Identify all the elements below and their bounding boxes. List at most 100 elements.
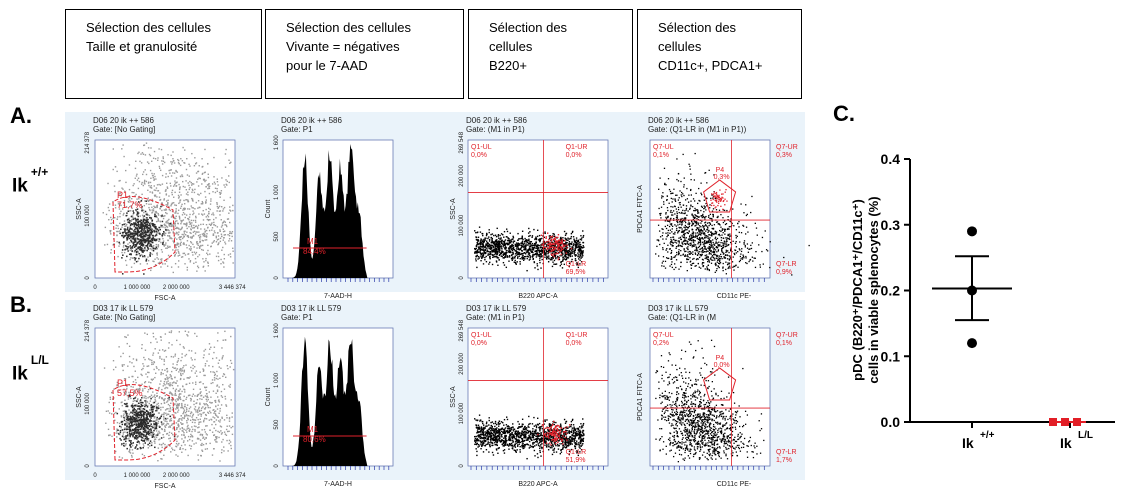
event-dot: [154, 194, 157, 196]
event-dot-dense: [161, 243, 164, 245]
event-dot-dense: [161, 234, 163, 237]
event-dot: [112, 360, 115, 362]
event-dot: [508, 248, 510, 250]
event-dot: [217, 420, 220, 422]
event-dot: [554, 244, 556, 247]
event-dot: [153, 179, 155, 181]
event-dot: [203, 261, 205, 263]
event-dot: [572, 243, 575, 245]
event-dot-dense: [159, 228, 161, 231]
event-dot-dense: [149, 255, 151, 257]
y-tick-label: 0: [274, 276, 280, 280]
event-dot: [726, 254, 728, 256]
gate-name: P1: [117, 190, 128, 200]
event-dot: [159, 220, 162, 223]
event-dot: [704, 235, 706, 237]
event-dot: [483, 238, 485, 241]
event-dot: [683, 231, 685, 233]
event-dot: [157, 214, 160, 216]
event-dot: [216, 190, 219, 192]
event-dot: [491, 237, 494, 240]
event-dot: [180, 236, 182, 238]
event-dot: [677, 245, 679, 247]
event-dot: [179, 186, 181, 188]
event-dot: [197, 193, 199, 195]
event-dot: [226, 180, 228, 183]
event-dot: [510, 248, 513, 250]
event-dot: [566, 239, 568, 241]
event-dot: [217, 232, 219, 234]
event-dot: [108, 218, 110, 221]
event-dot: [534, 244, 536, 247]
event-dot: [759, 266, 762, 268]
event-dot: [146, 212, 148, 215]
event-dot-dense: [161, 215, 163, 217]
event-dot: [700, 267, 702, 269]
event-dot: [708, 230, 710, 232]
event-dot: [222, 208, 225, 210]
event-dot: [179, 378, 182, 381]
event-dot: [153, 185, 155, 187]
event-dot: [172, 271, 174, 274]
event-dot: [703, 227, 705, 230]
event-dot: [742, 255, 745, 258]
event-dot: [126, 385, 128, 388]
event-dot: [218, 436, 220, 439]
event-dot: [155, 189, 157, 192]
event-dot: [507, 237, 509, 239]
event-dot-sparse: [667, 215, 669, 218]
event-dot: [221, 449, 223, 451]
event-dot: [133, 390, 135, 393]
event-dot: [166, 226, 169, 228]
event-dot-gated: [720, 199, 722, 201]
event-dot-gated: [546, 248, 548, 251]
event-dot: [685, 237, 687, 239]
event-dot: [180, 194, 182, 196]
event-dot: [170, 154, 172, 157]
event-dot: [164, 244, 167, 246]
event-dot: [208, 207, 210, 210]
event-dot: [194, 233, 197, 235]
event-dot: [555, 246, 558, 248]
header-line: Sélection des cellules: [86, 20, 212, 35]
event-dot: [523, 252, 525, 254]
event-dot: [170, 203, 173, 206]
event-dot: [186, 247, 188, 249]
event-dot: [118, 242, 121, 245]
event-dot: [715, 221, 718, 223]
event-dot: [475, 247, 477, 250]
event-dot: [181, 175, 184, 178]
genotype-sup: L/L: [30, 353, 49, 367]
event-dot: [181, 174, 183, 176]
event-dot: [723, 209, 726, 212]
event-dot: [209, 406, 211, 409]
event-dot: [697, 228, 700, 231]
event-dot: [671, 241, 673, 243]
event-dot: [510, 258, 513, 260]
event-dot: [679, 220, 682, 222]
event-dot: [669, 248, 672, 250]
event-dot: [481, 256, 483, 259]
event-dot: [187, 236, 190, 239]
event-dot: [515, 246, 518, 248]
event-dot: [479, 247, 482, 250]
event-dot: [551, 259, 553, 261]
event-dot: [705, 254, 708, 256]
event-dot: [131, 449, 134, 451]
event-dot: [132, 257, 134, 259]
event-dot-gated: [549, 235, 552, 238]
event-dot: [202, 406, 204, 408]
event-dot: [192, 207, 195, 209]
event-dot-dense: [133, 243, 135, 246]
event-dot: [209, 208, 211, 211]
event-dot: [481, 257, 483, 260]
event-dot: [684, 250, 686, 253]
event-dot: [707, 237, 709, 239]
event-dot: [735, 240, 737, 243]
event-dot-gated: [715, 200, 717, 202]
event-dot: [716, 251, 718, 253]
event-dot: [570, 251, 572, 253]
event-dot: [536, 250, 538, 253]
event-dot-sparse: [700, 205, 703, 207]
event-dot: [211, 431, 214, 433]
